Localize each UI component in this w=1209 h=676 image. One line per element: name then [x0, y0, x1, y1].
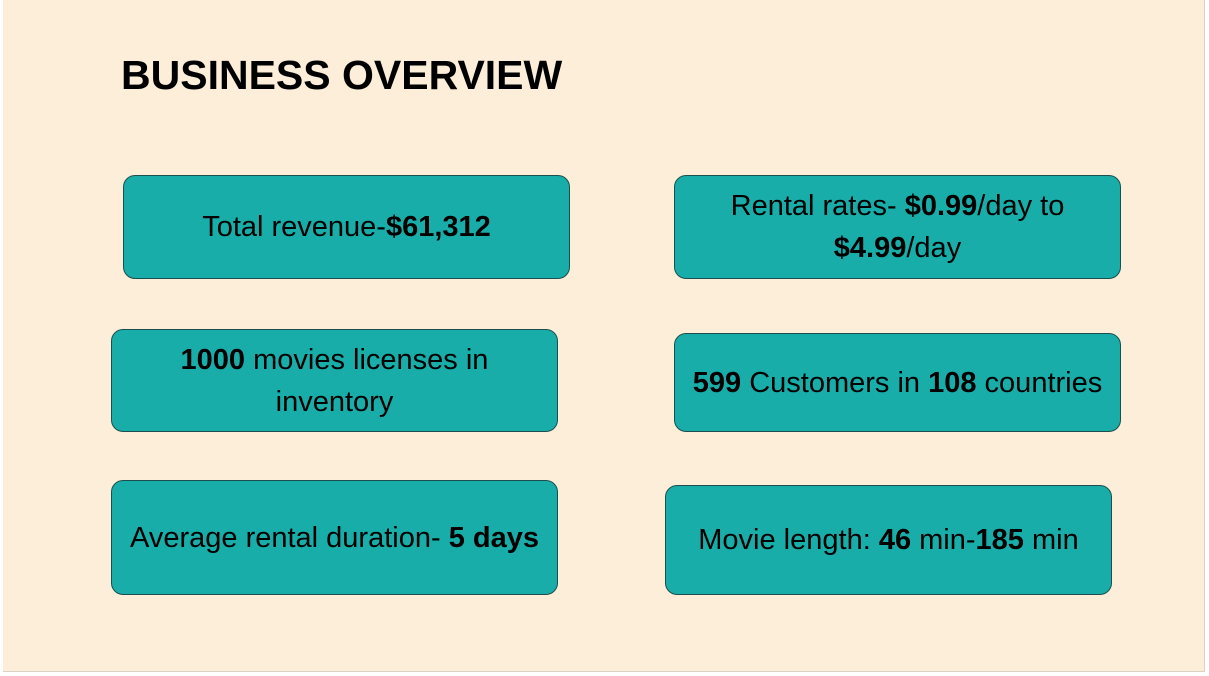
card-value: 5 days — [448, 521, 539, 554]
card-rental-rates: Rental rates- $0.99/day to $4.99/day — [674, 175, 1121, 279]
card-customers: 599 Customers in 108 countries — [674, 333, 1121, 432]
card-value: $4.99 — [833, 232, 907, 264]
card-average-rental-duration: Average rental duration- 5 days — [111, 480, 558, 595]
card-value: $0.99 — [904, 190, 978, 222]
card-value: $61,312 — [385, 211, 491, 243]
card-label: /day to — [977, 190, 1065, 222]
card-value: 46 — [878, 524, 912, 556]
card-movie-inventory: 1000 movies licenses in inventory — [111, 329, 558, 432]
card-label: min- — [911, 524, 976, 556]
card-text: 599 Customers in 108 countries — [693, 362, 1102, 404]
card-label: /day — [906, 232, 962, 264]
card-text: 1000 movies licenses in inventory — [126, 339, 543, 423]
card-label: movies licenses in inventory — [245, 343, 489, 418]
card-total-revenue: Total revenue-$61,312 — [123, 175, 570, 279]
card-label: Average rental duration- — [130, 521, 449, 554]
card-value: 599 — [692, 366, 742, 399]
card-movie-length: Movie length: 46 min-185 min — [665, 485, 1112, 595]
card-label: countries — [976, 366, 1103, 399]
slide-title: BUSINESS OVERVIEW — [121, 52, 563, 98]
card-value: 185 — [975, 524, 1024, 556]
card-label: min — [1023, 524, 1079, 556]
card-label: Total revenue- — [202, 211, 386, 243]
card-text: Movie length: 46 min-185 min — [698, 519, 1078, 561]
card-label: Rental rates- — [730, 190, 905, 222]
card-text: Rental rates- $0.99/day to $4.99/day — [689, 185, 1106, 269]
card-value: 108 — [928, 366, 977, 399]
card-text: Average rental duration- 5 days — [130, 517, 539, 559]
card-text: Total revenue-$61,312 — [202, 206, 491, 248]
slide: BUSINESS OVERVIEW Total revenue-$61,312 … — [3, 0, 1205, 672]
card-label: Customers in — [741, 366, 929, 399]
card-label: Movie length: — [698, 524, 879, 556]
card-value: 1000 — [180, 343, 246, 376]
